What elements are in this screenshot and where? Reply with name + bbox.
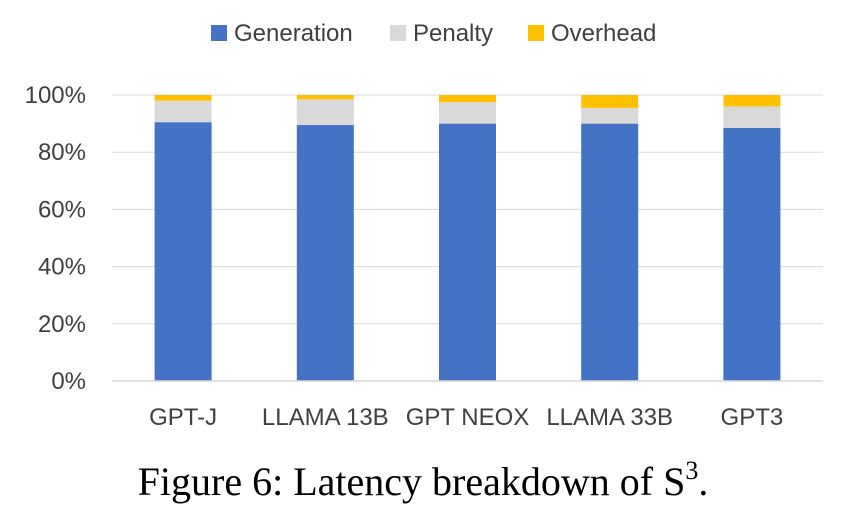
bar-generation [154, 122, 212, 382]
x-tick-label: GPT3 [721, 404, 784, 431]
x-axis-ticks: GPT-J LLAMA 13B GPT NEOX LLAMA 33B GPT3 [149, 404, 783, 431]
y-tick-label: 0% [51, 368, 86, 395]
y-tick-label: 60% [38, 196, 86, 223]
bar-generation [296, 125, 354, 381]
figure-caption: Figure 6: Latency breakdown of S3. [0, 452, 846, 512]
x-tick-label: LLAMA 13B [262, 404, 389, 431]
bars [154, 95, 781, 382]
legend-swatch-penalty [390, 25, 406, 41]
caption-prefix: Figure 6: Latency breakdown of S [137, 459, 686, 504]
legend-label-overhead: Overhead [551, 20, 656, 47]
bar-overhead [154, 95, 212, 101]
y-tick-label: 40% [38, 254, 86, 281]
x-tick-label: GPT NEOX [406, 404, 530, 431]
x-tick-label: LLAMA 33B [546, 404, 673, 431]
legend-label-penalty: Penalty [413, 20, 493, 47]
bar-generation [723, 127, 781, 381]
stacked-bar-chart: Generation Penalty Overhead 0% 20% 40% 60% 80%… [25, 20, 823, 431]
bar-penalty [723, 106, 781, 128]
caption-suffix: . [698, 459, 709, 504]
bar-overhead [723, 95, 781, 107]
legend-swatch-generation [211, 25, 227, 41]
legend: Generation Penalty Overhead [211, 20, 656, 47]
legend-label-generation: Generation [234, 20, 353, 47]
bar-penalty [154, 100, 212, 123]
legend-swatch-overhead [528, 25, 544, 41]
y-tick-label: 80% [38, 139, 86, 166]
bar-overhead [296, 95, 354, 100]
bar-generation [439, 123, 496, 381]
x-tick-label: GPT-J [149, 404, 217, 431]
caption-superscript: 3 [685, 456, 699, 485]
bar-penalty [439, 102, 496, 124]
bar-generation [581, 123, 639, 381]
bar-overhead [581, 95, 639, 108]
y-axis-ticks: 0% 20% 40% 60% 80% 100% [25, 82, 86, 395]
bar-penalty [581, 107, 639, 124]
bar-overhead [439, 95, 496, 103]
y-tick-label: 100% [25, 82, 86, 109]
bar-penalty [296, 99, 354, 126]
y-tick-label: 20% [38, 311, 86, 338]
